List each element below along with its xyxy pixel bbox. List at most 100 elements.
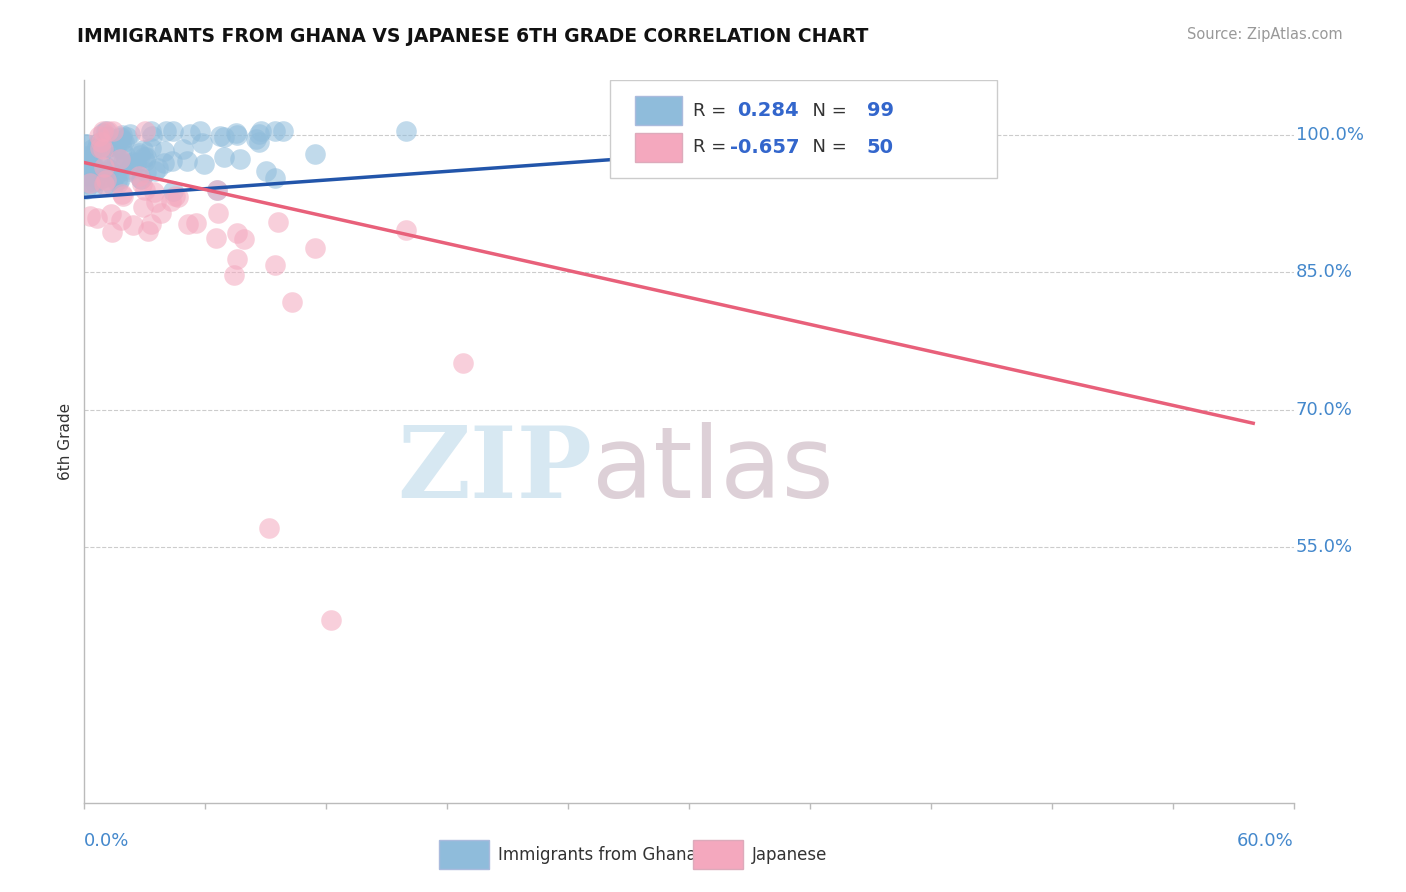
Point xyxy=(93,160,115,174)
Point xyxy=(225,126,247,140)
Point xyxy=(114,147,136,161)
Point xyxy=(176,217,198,231)
Point xyxy=(135,165,157,179)
Point xyxy=(104,139,127,153)
Point xyxy=(134,183,156,197)
Point xyxy=(75,136,97,151)
Point xyxy=(129,148,152,162)
Point xyxy=(141,218,163,232)
Point xyxy=(98,161,121,176)
Point xyxy=(143,164,166,178)
Point xyxy=(247,127,270,141)
Point xyxy=(129,171,152,186)
Point xyxy=(80,152,103,166)
Text: 0.0%: 0.0% xyxy=(84,831,129,850)
Point xyxy=(153,156,176,170)
Point xyxy=(111,154,134,169)
Point xyxy=(159,194,181,209)
Text: -0.657: -0.657 xyxy=(730,138,800,157)
Point xyxy=(94,173,117,187)
Text: R =: R = xyxy=(693,102,731,120)
Point xyxy=(150,206,173,220)
Point xyxy=(212,130,235,145)
Point xyxy=(145,194,167,209)
Point xyxy=(75,161,97,175)
Point xyxy=(100,207,122,221)
Text: 100.0%: 100.0% xyxy=(1296,126,1364,145)
Point xyxy=(118,164,141,178)
FancyBboxPatch shape xyxy=(634,96,682,125)
Point xyxy=(131,178,153,192)
Point xyxy=(153,144,176,158)
Point xyxy=(155,123,177,137)
Point xyxy=(304,241,326,255)
Point xyxy=(160,154,183,169)
Point xyxy=(82,159,104,173)
Text: Immigrants from Ghana: Immigrants from Ghana xyxy=(498,846,696,863)
Point xyxy=(132,143,155,157)
Point xyxy=(166,190,188,204)
Point xyxy=(105,167,128,181)
Point xyxy=(134,154,156,169)
Point xyxy=(90,135,112,149)
FancyBboxPatch shape xyxy=(439,840,489,870)
Point xyxy=(97,164,120,178)
Point xyxy=(207,206,229,220)
Point xyxy=(128,146,150,161)
Point xyxy=(257,521,280,535)
Point xyxy=(111,142,134,156)
Point xyxy=(80,142,103,156)
Point xyxy=(110,130,132,145)
Y-axis label: 6th Grade: 6th Grade xyxy=(58,403,73,480)
Point xyxy=(226,128,249,143)
Point xyxy=(225,252,247,266)
Point xyxy=(111,189,134,203)
Point xyxy=(143,185,166,199)
Point xyxy=(139,123,162,137)
Point xyxy=(96,128,118,143)
Point xyxy=(129,171,152,186)
Point xyxy=(87,136,110,151)
Point xyxy=(125,155,148,169)
Point xyxy=(75,153,97,168)
Point xyxy=(304,147,326,161)
Point xyxy=(209,128,232,143)
Text: Source: ZipAtlas.com: Source: ZipAtlas.com xyxy=(1187,27,1343,42)
Text: ZIP: ZIP xyxy=(398,422,592,519)
Point xyxy=(93,160,115,174)
Point xyxy=(75,182,97,196)
Point xyxy=(191,136,214,150)
Point xyxy=(122,155,145,169)
Text: 0.284: 0.284 xyxy=(737,102,799,120)
Point xyxy=(134,124,156,138)
Point xyxy=(94,170,117,185)
Text: 85.0%: 85.0% xyxy=(1296,263,1353,281)
FancyBboxPatch shape xyxy=(634,133,682,161)
Point xyxy=(94,178,117,192)
Text: N =: N = xyxy=(801,102,853,120)
Point xyxy=(172,142,194,156)
Point xyxy=(101,225,124,239)
Point xyxy=(232,232,254,246)
FancyBboxPatch shape xyxy=(693,840,744,870)
Point xyxy=(108,153,131,167)
Point xyxy=(186,216,208,230)
Point xyxy=(146,161,169,175)
Point xyxy=(141,141,163,155)
Point xyxy=(179,128,201,142)
Point xyxy=(319,613,342,627)
Text: 50: 50 xyxy=(866,138,894,157)
Point xyxy=(93,178,115,192)
Point xyxy=(193,157,215,171)
Point xyxy=(212,150,235,164)
Point xyxy=(87,129,110,144)
Point xyxy=(77,169,100,183)
Point xyxy=(79,210,101,224)
Point xyxy=(75,136,97,151)
Point xyxy=(115,130,138,145)
Point xyxy=(79,176,101,190)
Point xyxy=(163,189,186,203)
Point xyxy=(247,135,270,149)
Point xyxy=(75,163,97,178)
Text: 60.0%: 60.0% xyxy=(1237,831,1294,850)
